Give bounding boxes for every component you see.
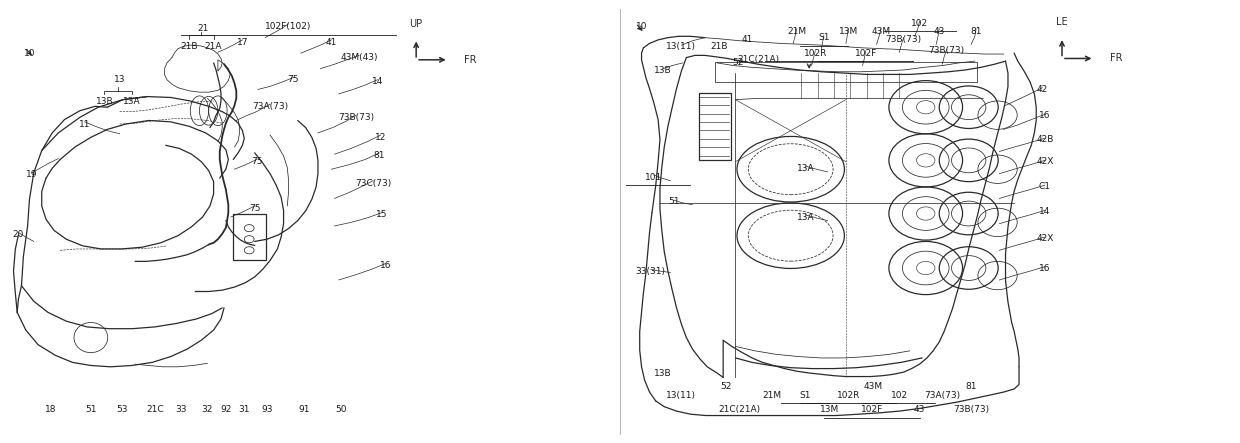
Text: 11: 11 bbox=[79, 120, 91, 128]
Text: 13A: 13A bbox=[796, 164, 815, 173]
Text: 19: 19 bbox=[26, 171, 37, 179]
Text: 73A(73): 73A(73) bbox=[924, 391, 960, 400]
Text: 13M: 13M bbox=[838, 27, 858, 35]
Text: 13B: 13B bbox=[95, 97, 113, 106]
Text: 21C(21A): 21C(21A) bbox=[719, 405, 761, 414]
Text: 17: 17 bbox=[237, 38, 248, 47]
Text: 102F(102): 102F(102) bbox=[265, 22, 311, 31]
Text: 21M: 21M bbox=[763, 391, 782, 400]
Text: 43M: 43M bbox=[863, 382, 883, 391]
Text: LE: LE bbox=[1056, 17, 1068, 27]
Text: 43M: 43M bbox=[872, 27, 890, 35]
Text: 10: 10 bbox=[24, 49, 35, 58]
Text: 92: 92 bbox=[221, 405, 232, 414]
Text: 81: 81 bbox=[966, 382, 977, 391]
Text: 21A: 21A bbox=[205, 42, 222, 51]
Text: 16: 16 bbox=[1039, 111, 1050, 120]
Text: 73A(73): 73A(73) bbox=[252, 102, 288, 111]
Text: 73B(73): 73B(73) bbox=[339, 113, 374, 122]
Text: UP: UP bbox=[409, 19, 423, 29]
Text: 102R: 102R bbox=[837, 391, 861, 400]
Text: 52: 52 bbox=[733, 58, 744, 67]
Text: 93: 93 bbox=[262, 405, 273, 414]
Text: 73B(73): 73B(73) bbox=[929, 47, 965, 55]
Text: 102F: 102F bbox=[861, 405, 883, 414]
Text: 33(31): 33(31) bbox=[636, 267, 666, 276]
Text: 42: 42 bbox=[1037, 85, 1048, 94]
Text: 21: 21 bbox=[197, 24, 208, 33]
Text: 12: 12 bbox=[374, 133, 386, 142]
Text: 73B(73): 73B(73) bbox=[885, 35, 921, 44]
Text: 73B(73): 73B(73) bbox=[954, 405, 990, 414]
Text: 51: 51 bbox=[86, 405, 97, 414]
Text: 81: 81 bbox=[373, 152, 386, 160]
Text: C1: C1 bbox=[1039, 182, 1050, 190]
Text: 81: 81 bbox=[971, 27, 982, 35]
Text: 102: 102 bbox=[890, 391, 908, 400]
Text: 13M: 13M bbox=[821, 405, 839, 414]
Text: 18: 18 bbox=[45, 405, 56, 414]
Text: 43: 43 bbox=[914, 405, 925, 414]
Text: 101: 101 bbox=[645, 173, 662, 182]
Text: 102: 102 bbox=[911, 19, 929, 27]
Text: 20: 20 bbox=[12, 230, 24, 239]
Text: 13B: 13B bbox=[655, 66, 672, 75]
Text: 16: 16 bbox=[379, 261, 391, 270]
Text: 41: 41 bbox=[742, 35, 754, 44]
Text: 13A: 13A bbox=[796, 213, 815, 222]
Text: 53: 53 bbox=[115, 405, 128, 414]
Text: 102R: 102R bbox=[804, 49, 827, 58]
Text: 52: 52 bbox=[720, 382, 732, 391]
Text: 75: 75 bbox=[250, 157, 263, 166]
Text: 13(11): 13(11) bbox=[666, 42, 697, 51]
Text: 13: 13 bbox=[114, 75, 125, 84]
Text: 73C(73): 73C(73) bbox=[355, 179, 392, 188]
Text: 32: 32 bbox=[202, 405, 213, 414]
Text: 13A: 13A bbox=[123, 97, 141, 106]
Text: 16: 16 bbox=[1039, 264, 1050, 272]
Text: 21C(21A): 21C(21A) bbox=[737, 55, 779, 64]
Text: 13B: 13B bbox=[655, 369, 672, 377]
Text: FR: FR bbox=[464, 55, 476, 65]
Text: 33: 33 bbox=[175, 405, 187, 414]
Text: 10: 10 bbox=[636, 22, 647, 31]
Text: 102F: 102F bbox=[854, 49, 877, 58]
Text: 13(11): 13(11) bbox=[666, 391, 697, 400]
Text: 91: 91 bbox=[298, 405, 310, 414]
Text: 14: 14 bbox=[1039, 207, 1050, 216]
Text: 42B: 42B bbox=[1037, 135, 1054, 144]
Text: 21M: 21M bbox=[787, 27, 806, 35]
Text: 41: 41 bbox=[326, 38, 337, 47]
Text: S1: S1 bbox=[800, 391, 811, 400]
Text: 43: 43 bbox=[934, 27, 945, 35]
Text: 42X: 42X bbox=[1037, 234, 1054, 243]
Text: 43M(43): 43M(43) bbox=[340, 53, 378, 62]
Text: 31: 31 bbox=[238, 405, 250, 414]
Text: 51: 51 bbox=[668, 197, 680, 206]
Text: 75: 75 bbox=[249, 204, 260, 213]
Text: 15: 15 bbox=[376, 210, 388, 219]
Text: S1: S1 bbox=[818, 33, 830, 42]
Text: 75: 75 bbox=[288, 75, 299, 84]
Text: 14: 14 bbox=[372, 78, 383, 86]
Text: 21B: 21B bbox=[711, 42, 728, 51]
Text: 42X: 42X bbox=[1037, 157, 1054, 166]
Text: 21B: 21B bbox=[180, 42, 198, 51]
Text: FR: FR bbox=[1110, 54, 1122, 63]
Text: 50: 50 bbox=[335, 405, 346, 414]
Text: 21C: 21C bbox=[146, 405, 164, 414]
Bar bbox=[698, 93, 730, 160]
